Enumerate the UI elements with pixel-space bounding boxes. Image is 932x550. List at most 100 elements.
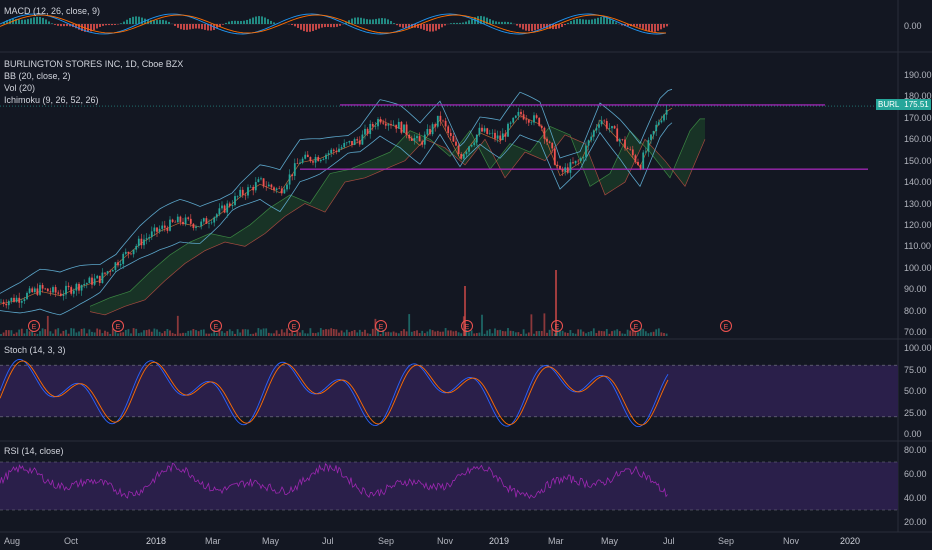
macd-histogram-bar [636, 24, 638, 27]
candle-body [375, 126, 377, 127]
macd-histogram-bar [651, 24, 653, 32]
candle-body [596, 128, 598, 131]
candle-body [221, 206, 223, 209]
candle-body [133, 250, 135, 255]
volume-bar [528, 332, 530, 336]
earnings-marker[interactable]: E [721, 321, 732, 332]
earnings-marker[interactable]: E [289, 321, 300, 332]
volume-bar [200, 330, 202, 336]
macd-histogram-bar [129, 18, 131, 24]
candle-body [648, 140, 650, 152]
earnings-marker[interactable]: E [211, 321, 222, 332]
rsi-axis[interactable]: 80.00 60.00 40.00 20.00 [900, 442, 932, 532]
volume-bar [325, 329, 327, 336]
stoch-plot [0, 340, 898, 441]
volume-bar [541, 331, 543, 336]
rsi-plot [0, 442, 898, 532]
earnings-marker[interactable]: E [113, 321, 124, 332]
candle-body [169, 220, 171, 231]
macd-histogram-bar [363, 19, 365, 24]
price-axis[interactable]: 190.00 180.00 170.00 160.00 150.00 140.00 130.… [900, 53, 932, 339]
volume-bar [284, 332, 286, 336]
earnings-marker[interactable]: E [376, 321, 387, 332]
candle-body [156, 228, 158, 232]
macd-histogram-bar [273, 22, 275, 24]
stoch-pane: Stoch (14, 3, 3) [0, 340, 898, 441]
candle-body [37, 288, 39, 294]
volume-bar [333, 329, 335, 336]
macd-histogram-bar [303, 24, 305, 31]
macd-histogram-bar [168, 22, 170, 24]
volume-bar [120, 333, 122, 336]
candle-body [499, 136, 501, 141]
volume-bar [473, 333, 475, 336]
volume-bar [544, 313, 546, 336]
volume-bar [603, 331, 605, 336]
macd-histogram-bar [639, 24, 641, 28]
macd-histogram-bar [462, 23, 464, 24]
candle-body [273, 187, 275, 190]
candle-body [398, 122, 400, 129]
last-price-tag: BURL 175.51 [876, 99, 931, 110]
macd-histogram-bar [429, 24, 431, 32]
time-axis[interactable]: Aug Oct 2018 Mar May Jul Sep Nov 2019 Mar May Jul Se… [0, 533, 898, 550]
volume-bar [174, 334, 176, 336]
macd-axis[interactable]: 0.00 [900, 0, 932, 52]
volume-bar [180, 333, 182, 336]
candle-body [388, 124, 390, 126]
last-price-symbol: BURL [878, 100, 899, 109]
macd-histogram-bar [645, 24, 647, 30]
volume-bar [177, 316, 179, 336]
candle-body [247, 187, 249, 195]
volume-bar [11, 330, 13, 336]
volume-bar [291, 332, 293, 336]
earnings-marker[interactable]: E [631, 321, 642, 332]
volume-bar [577, 329, 579, 336]
candle-body [190, 219, 192, 224]
candle-body [252, 187, 254, 190]
volume-bar [226, 331, 228, 336]
candle-body [447, 126, 449, 133]
macd-histogram-bar [195, 24, 197, 28]
candle-body [445, 121, 447, 127]
volume-bar [562, 331, 564, 336]
candle-body [42, 285, 44, 289]
volume-bar [224, 333, 226, 336]
stoch-axis[interactable]: 100.00 75.00 50.00 25.00 0.00 [900, 340, 932, 441]
macd-histogram-bar [63, 24, 65, 26]
volume-bar [403, 329, 405, 336]
volume-bar [307, 334, 309, 336]
macd-histogram-bar [570, 21, 572, 24]
macd-histogram-bar [444, 24, 446, 25]
macd-histogram-bar [243, 21, 245, 24]
volume-bar [614, 330, 616, 336]
volume-bar [408, 314, 410, 336]
macd-histogram-bar [198, 24, 200, 29]
macd-histogram-bar [588, 20, 590, 24]
price-tick-label: 150.00 [904, 156, 932, 167]
macd-histogram-bar [291, 24, 293, 25]
volume-bar [570, 330, 572, 336]
volume-bar [104, 331, 106, 336]
candle-body [135, 246, 137, 250]
volume-bar [645, 331, 647, 336]
stoch-tick-label: 100.00 [904, 343, 932, 354]
candle-body [458, 146, 460, 154]
macd-plot [0, 0, 898, 52]
candle-body [112, 270, 114, 272]
earnings-label: E [116, 324, 121, 331]
time-tick-label: Nov [437, 536, 453, 547]
candle-body [57, 293, 59, 294]
macd-histogram-bar [387, 19, 389, 24]
volume-bar [99, 330, 101, 336]
candle-body [255, 182, 257, 190]
earnings-marker[interactable]: E [29, 321, 40, 332]
candle-body [107, 271, 109, 273]
price-tick-label: 90.00 [904, 284, 927, 295]
macd-histogram-bar [441, 24, 443, 27]
earnings-marker[interactable]: E [552, 321, 563, 332]
time-tick-label: Mar [205, 536, 221, 547]
candle-body [185, 217, 187, 224]
macd-histogram-bar [504, 22, 506, 24]
volume-bar [427, 331, 429, 336]
